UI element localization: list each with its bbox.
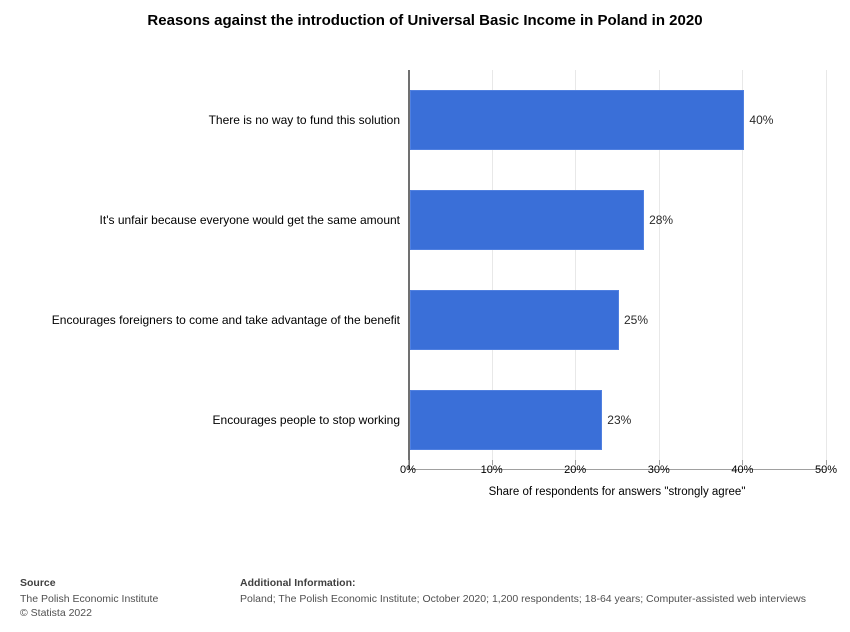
bar: 25% <box>410 290 619 350</box>
x-tick-label: 10% <box>481 464 503 476</box>
gridline <box>826 70 827 469</box>
x-tick-label: 20% <box>564 464 586 476</box>
chart-footer: Source The Polish Economic Institute © S… <box>20 577 830 620</box>
info-text: Poland; The Polish Economic Institute; O… <box>240 592 830 606</box>
bar-value-label: 23% <box>607 413 631 427</box>
x-tick-label: 50% <box>815 464 837 476</box>
chart-title: Reasons against the introduction of Univ… <box>0 0 850 37</box>
category-label: Encourages foreigners to come and take a… <box>50 312 400 328</box>
additional-info-block: Additional Information: Poland; The Poli… <box>240 577 830 606</box>
category-label: Encourages people to stop working <box>50 412 400 428</box>
bar-value-label: 40% <box>749 113 773 127</box>
category-label: There is no way to fund this solution <box>50 112 400 128</box>
source-name: The Polish Economic Institute <box>20 592 240 606</box>
source-block: Source The Polish Economic Institute © S… <box>20 577 240 620</box>
copyright: © Statista 2022 <box>20 606 240 620</box>
source-heading: Source <box>20 577 240 589</box>
x-axis-title: Share of respondents for answers "strong… <box>408 486 826 498</box>
category-label: It's unfair because everyone would get t… <box>50 212 400 228</box>
bar: 23% <box>410 390 602 450</box>
info-heading: Additional Information: <box>240 577 830 589</box>
bar-value-label: 25% <box>624 313 648 327</box>
x-tick-label: 0% <box>400 464 416 476</box>
bar: 40% <box>410 90 744 150</box>
x-tick-label: 40% <box>731 464 753 476</box>
bar-value-label: 28% <box>649 213 673 227</box>
chart-area: 40% 28% 25% 23% There is no way to fund thi… <box>20 60 830 520</box>
plot-region: 40% 28% 25% 23% <box>408 70 826 470</box>
x-tick-label: 30% <box>648 464 670 476</box>
bar: 28% <box>410 190 644 250</box>
